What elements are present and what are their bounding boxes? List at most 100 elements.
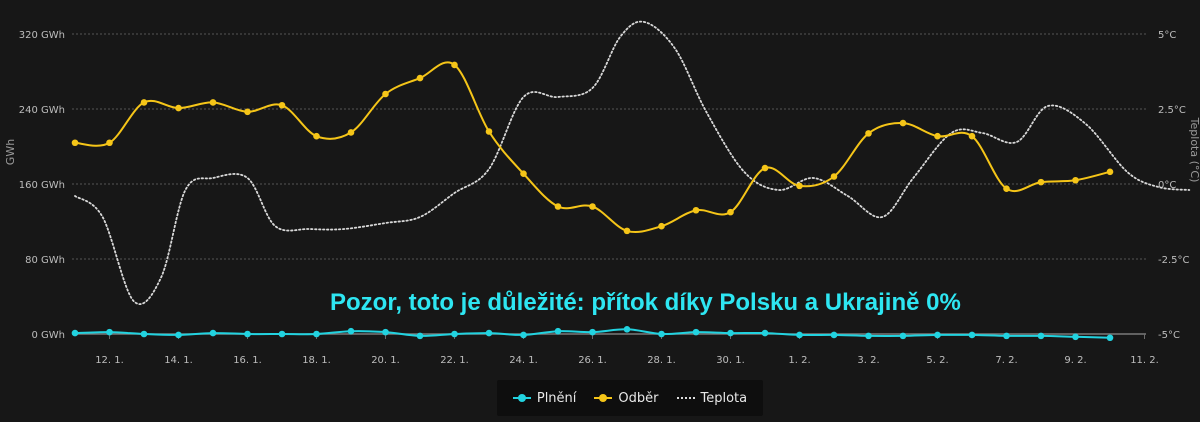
data-point-odber bbox=[796, 182, 803, 190]
y-right-tick-label: -2.5°C bbox=[1158, 255, 1190, 266]
y-left-tick-label: 160 GWh bbox=[19, 180, 65, 191]
data-point-plneni bbox=[692, 328, 700, 336]
data-point-odber bbox=[692, 206, 700, 214]
data-point-odber bbox=[313, 132, 320, 140]
legend-swatch-teplota bbox=[676, 393, 695, 403]
data-point-plneni bbox=[554, 327, 562, 335]
data-point-odber bbox=[347, 129, 355, 136]
data-point-plneni bbox=[520, 331, 527, 339]
y-right-tick-label: 0°C bbox=[1158, 180, 1176, 191]
data-point-plneni bbox=[623, 326, 631, 333]
data-point-plneni bbox=[244, 330, 251, 338]
data-point-plneni bbox=[382, 328, 389, 336]
x-tick-label: 30. 1. bbox=[716, 355, 745, 366]
data-point-odber bbox=[451, 61, 458, 69]
data-point-plneni bbox=[313, 330, 320, 338]
data-point-plneni bbox=[658, 330, 665, 338]
data-point-odber bbox=[727, 208, 734, 216]
legend-label-teplota: Teplota bbox=[700, 390, 748, 406]
data-point-plneni bbox=[278, 330, 286, 338]
data-point-plneni bbox=[209, 329, 217, 337]
x-tick-label: 3. 2. bbox=[857, 355, 879, 366]
data-point-odber bbox=[830, 173, 838, 180]
data-point-odber bbox=[71, 139, 79, 147]
data-point-odber bbox=[1003, 185, 1010, 192]
legend-item-plneni[interactable]: Plnění bbox=[512, 390, 577, 406]
x-tick-label: 7. 2. bbox=[995, 355, 1017, 366]
data-point-odber bbox=[934, 132, 941, 140]
data-point-plneni bbox=[934, 331, 941, 339]
data-point-plneni bbox=[1106, 334, 1114, 342]
data-point-odber bbox=[278, 101, 286, 109]
data-point-plneni bbox=[416, 332, 424, 340]
data-point-odber bbox=[1106, 168, 1114, 176]
y-left-tick-label: 80 GWh bbox=[25, 255, 65, 266]
x-axis: 12. 1. 14. 1. 16. 1. 18. 1. 20. 1. 22. 1. 24. … bbox=[95, 334, 1159, 366]
data-point-plneni bbox=[865, 332, 872, 340]
x-tick-label: 20. 1. bbox=[371, 355, 400, 366]
data-point-odber bbox=[623, 227, 631, 235]
data-point-plneni bbox=[175, 331, 182, 339]
data-point-plneni bbox=[589, 328, 596, 336]
data-point-plneni bbox=[451, 330, 458, 338]
x-tick-label: 9. 2. bbox=[1064, 355, 1086, 366]
y-axis-right: -5°C -2.5°C 0°C 2.5°C 5°C bbox=[1158, 30, 1190, 341]
x-tick-label: 16. 1. bbox=[233, 355, 262, 366]
y-left-tick-label: 320 GWh bbox=[19, 30, 65, 41]
data-point-plneni bbox=[761, 329, 769, 337]
y-right-tick-label: 2.5°C bbox=[1158, 105, 1186, 116]
data-point-plneni bbox=[1037, 332, 1045, 340]
y-right-tick-label: -5°C bbox=[1158, 330, 1180, 341]
data-point-odber bbox=[658, 222, 665, 230]
y-axis-left: 0 GWh 80 GWh 160 GWh 240 GWh 320 GWh bbox=[19, 30, 65, 341]
data-point-odber bbox=[382, 90, 389, 98]
data-point-plneni bbox=[899, 332, 907, 340]
y-axis-right-title: Teplota (°C) bbox=[1188, 117, 1200, 183]
data-point-odber bbox=[1072, 176, 1079, 184]
data-point-odber bbox=[140, 99, 148, 106]
legend-item-teplota[interactable]: Teplota bbox=[676, 390, 748, 406]
y-left-tick-label: 240 GWh bbox=[19, 105, 65, 116]
data-point-odber bbox=[244, 108, 251, 116]
annotation-text: Pozor, toto je důležité: přítok díky Pol… bbox=[330, 289, 961, 316]
x-tick-label: 12. 1. bbox=[95, 355, 124, 366]
data-point-odber bbox=[865, 130, 872, 137]
legend-label-plneni: Plnění bbox=[536, 390, 577, 406]
data-point-odber bbox=[416, 74, 424, 82]
x-tick-label: 24. 1. bbox=[509, 355, 538, 366]
data-point-odber bbox=[589, 203, 596, 210]
legend-swatch-plneni bbox=[512, 393, 531, 403]
data-point-plneni bbox=[485, 329, 493, 337]
data-point-odber bbox=[520, 170, 527, 177]
legend: Plnění Odběr Teplota bbox=[497, 380, 763, 416]
data-point-plneni bbox=[106, 328, 113, 336]
x-tick-label: 14. 1. bbox=[164, 355, 193, 366]
x-tick-label: 5. 2. bbox=[926, 355, 948, 366]
legend-swatch-odber bbox=[594, 393, 613, 403]
x-tick-label: 28. 1. bbox=[647, 355, 676, 366]
series-line-teplota bbox=[74, 20, 1191, 305]
x-tick-label: 1. 2. bbox=[788, 355, 810, 366]
y-left-tick-label: 0 GWh bbox=[31, 330, 65, 341]
data-point-odber bbox=[1037, 178, 1045, 186]
x-tick-label: 26. 1. bbox=[578, 355, 607, 366]
x-tick-label: 11. 2. bbox=[1130, 355, 1159, 366]
data-point-odber bbox=[554, 203, 562, 210]
data-point-plneni bbox=[347, 327, 355, 335]
data-point-odber bbox=[761, 164, 769, 172]
data-point-plneni bbox=[796, 331, 803, 339]
x-tick-label: 18. 1. bbox=[302, 355, 331, 366]
y-axis-left-title: GWh bbox=[4, 139, 17, 165]
data-point-odber bbox=[106, 139, 113, 147]
legend-label-odber: Odběr bbox=[618, 390, 659, 406]
data-point-plneni bbox=[968, 331, 976, 339]
data-point-plneni bbox=[1003, 332, 1010, 340]
x-tick-label: 22. 1. bbox=[440, 355, 469, 366]
data-point-plneni bbox=[830, 331, 838, 339]
data-point-odber bbox=[175, 104, 182, 112]
data-point-odber bbox=[899, 119, 907, 127]
data-point-odber bbox=[968, 132, 976, 140]
legend-item-odber[interactable]: Odběr bbox=[594, 390, 659, 406]
